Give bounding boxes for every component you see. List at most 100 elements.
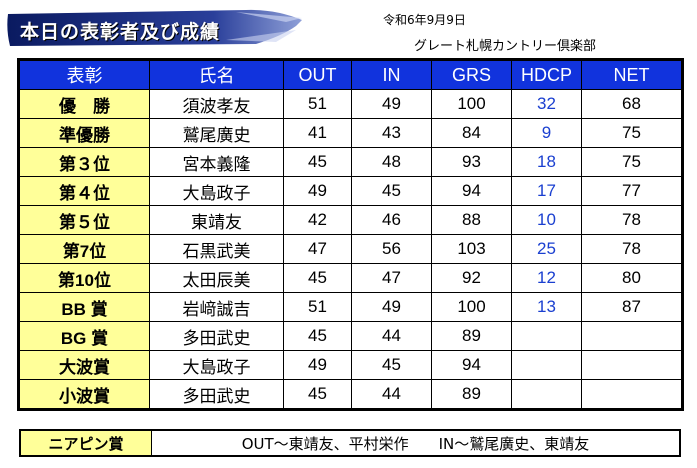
hdcp-cell (511, 350, 582, 380)
table-row: BB 賞 岩﨑誠吉 51 49 100 13 87 (19, 292, 682, 322)
hdcp-cell: 32 (511, 89, 582, 119)
in-cell: 45 (351, 350, 432, 380)
grs-cell: 92 (431, 263, 512, 293)
results-table: 表彰 氏名 OUT IN GRS HDCP NET 優 勝 須波孝友 51 49… (17, 58, 684, 411)
out-cell: 42 (283, 205, 352, 235)
out-cell: 47 (283, 234, 352, 264)
out-cell: 41 (283, 118, 352, 148)
in-cell: 44 (351, 379, 432, 409)
in-cell: 44 (351, 321, 432, 351)
event-date: 令和6年9月9日 (383, 13, 466, 27)
net-cell: 75 (581, 147, 682, 177)
award-cell: 小波賞 (19, 379, 150, 409)
net-cell (581, 350, 682, 380)
net-cell: 87 (581, 292, 682, 322)
column-header: NET (581, 60, 682, 90)
table-row: 第7位 石黒武美 47 56 103 25 78 (19, 234, 682, 264)
column-header: 氏名 (149, 60, 284, 90)
out-cell: 49 (283, 350, 352, 380)
name-cell: 須波孝友 (149, 89, 284, 119)
hdcp-cell: 9 (511, 118, 582, 148)
table-row: BG 賞 多田武史 45 44 89 (19, 321, 682, 351)
award-cell: 優 勝 (19, 89, 150, 119)
name-cell: 多田武史 (149, 379, 284, 409)
column-header: GRS (431, 60, 512, 90)
column-header: OUT (283, 60, 352, 90)
nearpin-winners: OUT～東靖友、平村栄作 IN～鷲尾廣史、東靖友 (241, 434, 590, 453)
table-row: 第４位 大島政子 49 45 94 17 77 (19, 176, 682, 206)
net-cell: 68 (581, 89, 682, 119)
net-cell (581, 379, 682, 409)
in-cell: 45 (351, 176, 432, 206)
out-cell: 51 (283, 292, 352, 322)
hdcp-cell: 13 (511, 292, 582, 322)
page-title: 本日の表彰者及び成績 (20, 21, 221, 43)
table-row: 第５位 東靖友 42 46 88 10 78 (19, 205, 682, 235)
net-cell: 75 (581, 118, 682, 148)
in-cell: 48 (351, 147, 432, 177)
hdcp-cell: 25 (511, 234, 582, 264)
hdcp-cell: 10 (511, 205, 582, 235)
column-header: 表彰 (19, 60, 150, 90)
award-cell: 第５位 (19, 205, 150, 235)
name-cell: 鷲尾廣史 (149, 118, 284, 148)
in-cell: 49 (351, 292, 432, 322)
hdcp-cell: 17 (511, 176, 582, 206)
column-header: HDCP (511, 60, 582, 90)
in-cell: 46 (351, 205, 432, 235)
table-header-row: 表彰 氏名 OUT IN GRS HDCP NET (19, 60, 682, 90)
grs-cell: 100 (431, 89, 512, 119)
nearpin-label: ニアピン賞 (21, 431, 152, 455)
out-cell: 51 (283, 89, 352, 119)
out-cell: 45 (283, 379, 352, 409)
table-row: 大波賞 大島政子 49 45 94 (19, 350, 682, 380)
net-cell: 78 (581, 205, 682, 235)
nearpin-row: ニアピン賞 OUT～東靖友、平村栄作 IN～鷲尾廣史、東靖友 (19, 429, 681, 457)
name-cell: 宮本義隆 (149, 147, 284, 177)
out-cell: 45 (283, 147, 352, 177)
name-cell: 岩﨑誠吉 (149, 292, 284, 322)
in-cell: 49 (351, 89, 432, 119)
name-cell: 石黒武美 (149, 234, 284, 264)
club-name: グレート札幌カントリー倶楽部 (414, 39, 597, 54)
in-cell: 47 (351, 263, 432, 293)
out-cell: 49 (283, 176, 352, 206)
award-cell: 第４位 (19, 176, 150, 206)
award-cell: BG 賞 (19, 321, 150, 351)
in-cell: 56 (351, 234, 432, 264)
net-cell (581, 321, 682, 351)
title-banner: 本日の表彰者及び成績 (6, 6, 306, 48)
brush-stroke-icon (7, 9, 302, 46)
table-row: 小波賞 多田武史 45 44 89 (19, 379, 682, 409)
award-cell: 第10位 (19, 263, 150, 293)
out-cell: 45 (283, 263, 352, 293)
grs-cell: 84 (431, 118, 512, 148)
in-cell: 43 (351, 118, 432, 148)
grs-cell: 94 (431, 176, 512, 206)
table-row: 優 勝 須波孝友 51 49 100 32 68 (19, 89, 682, 119)
name-cell: 大島政子 (149, 176, 284, 206)
grs-cell: 94 (431, 350, 512, 380)
name-cell: 太田辰美 (149, 263, 284, 293)
award-cell: 準優勝 (19, 118, 150, 148)
award-cell: 第３位 (19, 147, 150, 177)
table-row: 第10位 太田辰美 45 47 92 12 80 (19, 263, 682, 293)
name-cell: 大島政子 (149, 350, 284, 380)
grs-cell: 103 (431, 234, 512, 264)
award-cell: 大波賞 (19, 350, 150, 380)
net-cell: 80 (581, 263, 682, 293)
grs-cell: 89 (431, 379, 512, 409)
hdcp-cell: 18 (511, 147, 582, 177)
grs-cell: 93 (431, 147, 512, 177)
hdcp-cell (511, 321, 582, 351)
grs-cell: 100 (431, 292, 512, 322)
award-cell: BB 賞 (19, 292, 150, 322)
table-row: 準優勝 鷲尾廣史 41 43 84 9 75 (19, 118, 682, 148)
hdcp-cell: 12 (511, 263, 582, 293)
hdcp-cell (511, 379, 582, 409)
column-header: IN (351, 60, 432, 90)
grs-cell: 88 (431, 205, 512, 235)
name-cell: 東靖友 (149, 205, 284, 235)
net-cell: 77 (581, 176, 682, 206)
grs-cell: 89 (431, 321, 512, 351)
